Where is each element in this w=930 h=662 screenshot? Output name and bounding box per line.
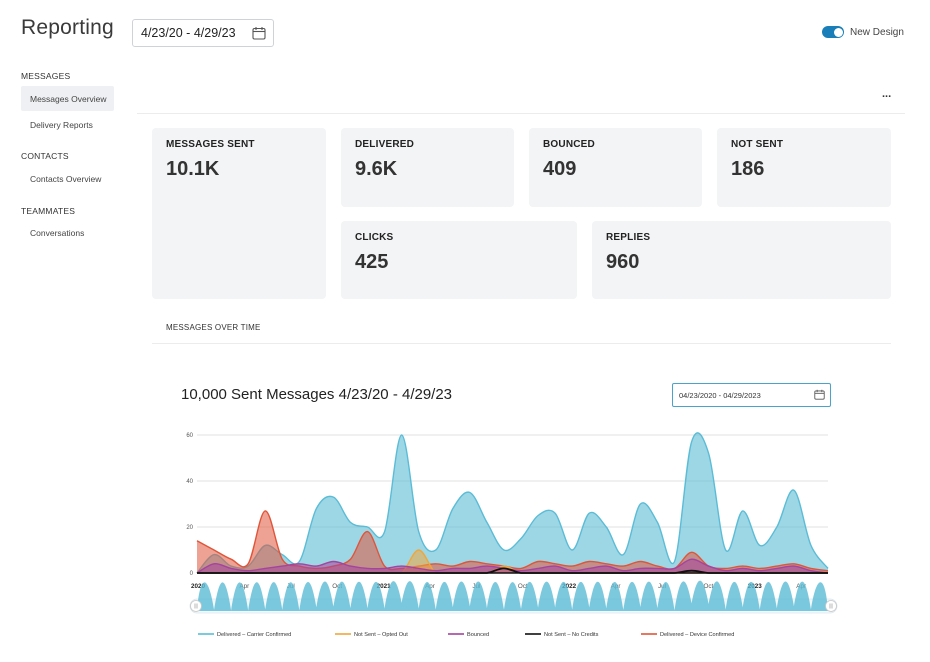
x-tick-label: 2020 [191,583,206,590]
messages-over-time-chart[interactable]: 02040602020AprJulOct2021AprJulOct2022Apr… [180,425,850,645]
stat-value: 186 [731,158,765,180]
range-handle-right[interactable] [825,600,837,612]
x-tick-label: 2023 [748,583,763,590]
x-tick-label: Apr [239,583,249,590]
area-delivered-device-confirmed [197,510,828,573]
toggle-label: New Design [850,26,904,38]
stat-card-clicks: CLICKS 425 [341,221,577,299]
stat-value: 960 [606,251,640,273]
stat-value: 425 [355,251,389,273]
area-delivered-carrier-confirmed [197,432,828,573]
x-tick-label: Oct [332,583,342,590]
calendar-icon[interactable] [814,389,825,400]
divider [137,113,905,114]
sidebar-section-contacts: CONTACTS [21,151,69,161]
chart-date-input[interactable]: 04/23/2020 - 04/29/2023 [672,383,831,407]
sidebar-section-teammates: TEAMMATES [21,206,76,216]
stat-label: CLICKS [355,232,394,243]
more-options-menu[interactable]: ... [882,88,892,100]
range-handle-left[interactable] [190,600,202,612]
y-tick-label: 40 [186,479,193,485]
y-tick-label: 0 [190,571,194,577]
line-delivered-carrier-confirmed [196,432,829,574]
stat-card-not-sent: NOT SENT 186 [717,128,891,207]
toggle-switch[interactable] [822,26,844,38]
section-title: MESSAGES OVER TIME [166,323,261,332]
stat-value: 9.6K [355,158,398,180]
stat-label: REPLIES [606,232,651,243]
legend-label: Bounced [467,632,489,638]
sidebar-section-messages: MESSAGES [21,71,71,81]
legend-label: Not Sent – Opted Out [354,632,408,638]
legend-label: Not Sent – No Credits [544,632,599,638]
new-design-toggle[interactable]: New Design [822,26,904,38]
y-tick-label: 60 [186,433,193,439]
sidebar-item-contacts-overview[interactable]: Contacts Overview [30,173,102,184]
divider [152,343,891,344]
stat-card-bounced: BOUNCED 409 [529,128,702,207]
chart-date-value: 04/23/2020 - 04/29/2023 [679,390,761,400]
x-tick-label: Jul [658,583,666,590]
stat-card-delivered: DELIVERED 9.6K [341,128,514,207]
stat-label: NOT SENT [731,139,784,150]
stat-label: DELIVERED [355,139,415,150]
stat-value: 409 [543,158,577,180]
date-range-value: 4/23/20 - 4/29/23 [141,26,236,40]
legend-label: Delivered – Device Confirmed [660,632,734,638]
stat-card-replies: REPLIES 960 [592,221,891,299]
date-range-picker[interactable]: 4/23/20 - 4/29/23 [132,19,274,47]
x-tick-label: Oct [703,583,713,590]
chart-title: 10,000 Sent Messages 4/23/20 - 4/29/23 [181,386,453,403]
stat-label: BOUNCED [543,139,595,150]
sidebar-item-conversations[interactable]: Conversations [30,227,85,238]
stat-value: 10.1K [166,158,220,180]
navigator-area [197,580,828,611]
x-tick-label: Oct [518,583,528,590]
legend-label: Delivered – Carrier Confirmed [217,632,291,638]
y-tick-label: 20 [186,525,193,531]
sidebar-item-messages-overview[interactable]: Messages Overview [21,86,114,111]
stat-card-messages-sent: MESSAGES SENT 10.1K [152,128,326,299]
x-tick-label: 2022 [562,583,577,590]
x-tick-label: 2021 [377,583,392,590]
stat-label: MESSAGES SENT [166,139,255,150]
sidebar-item-delivery-reports[interactable]: Delivery Reports [30,119,93,130]
page-title: Reporting [21,16,114,39]
calendar-icon[interactable] [252,26,266,40]
